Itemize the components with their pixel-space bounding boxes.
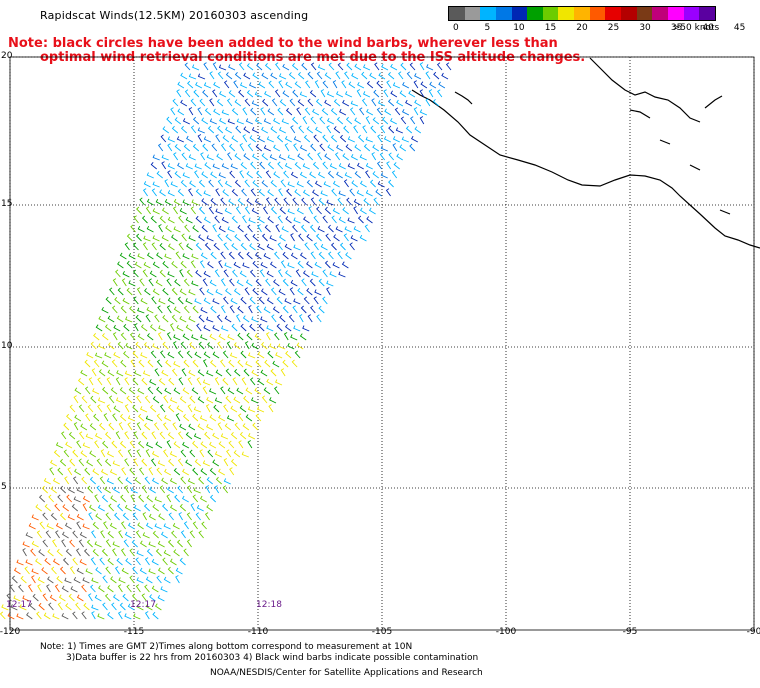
lon-label: -100 [495, 627, 517, 637]
legend-swatch [574, 7, 590, 20]
legend-swatch [652, 7, 668, 20]
legend-tick: 20 [576, 23, 588, 33]
pass-time-label: 12:17 [130, 600, 156, 610]
lon-label: -110 [247, 627, 269, 637]
legend-tick: 10 [513, 23, 525, 33]
footer-credit: NOAA/NESDIS/Center for Satellite Applica… [210, 668, 483, 678]
lat-label: 15 [1, 199, 13, 209]
legend-tick: 30 [639, 23, 651, 33]
legend-swatch [527, 7, 543, 20]
legend-swatch [636, 7, 653, 20]
pass-time-label: 12:18 [256, 600, 282, 610]
lon-label: -105 [371, 627, 393, 637]
coastline [411, 57, 760, 249]
map-title: Rapidscat Winds(12.5KM) 20160303 ascendi… [40, 9, 309, 22]
legend-swatch [542, 7, 559, 20]
legend-swatch [605, 7, 622, 20]
contamination-note-line1: Note: black circles have been added to t… [8, 36, 558, 51]
legend-tick: 25 [607, 23, 620, 33]
legend-tick: 45 [733, 23, 746, 33]
legend-swatch [511, 7, 528, 20]
lon-label: -90 [746, 627, 760, 637]
legend-tick: 0 [453, 23, 459, 33]
footer-note-2: 3)Data buffer is 22 hrs from 20160303 4)… [66, 653, 479, 663]
lat-label: 20 [1, 51, 13, 61]
contamination-note-line2: optimal wind retrieval conditions are me… [40, 50, 586, 65]
legend-swatch [464, 7, 481, 20]
legend-tick-labels: 0 5 10 15 20 25 30 35 40 45 >50 knots [448, 21, 745, 35]
legend-tick: 35 [670, 23, 683, 33]
legend-swatch [589, 7, 606, 20]
legend-swatch [683, 7, 700, 20]
legend-swatch [449, 7, 465, 20]
wind-speed-legend: 0 5 10 15 20 25 30 35 40 45 >50 knots [448, 6, 745, 35]
lat-lon-grid [9, 56, 755, 631]
wind-barbs [0, 62, 452, 620]
legend-swatch [699, 7, 715, 20]
legend-swatch [621, 7, 637, 20]
legend-swatch [667, 7, 684, 20]
legend-color-bar [448, 6, 716, 21]
pass-time-label: 12:17 [6, 600, 32, 610]
footer-note-1: Note: 1) Times are GMT 2)Times along bot… [40, 642, 413, 652]
legend-swatch [495, 7, 512, 20]
lon-label: -120 [0, 627, 21, 637]
legend-swatch [558, 7, 575, 20]
lat-label: 10 [1, 341, 13, 351]
legend-tick: 15 [544, 23, 557, 33]
legend-tick: 40 [702, 23, 714, 33]
legend-unit: >50 knots [672, 23, 720, 33]
lon-label: -95 [622, 627, 638, 637]
legend-swatch [480, 7, 496, 20]
legend-tick: 5 [484, 23, 491, 33]
lon-label: -115 [123, 627, 145, 637]
lat-label: 5 [1, 482, 7, 492]
